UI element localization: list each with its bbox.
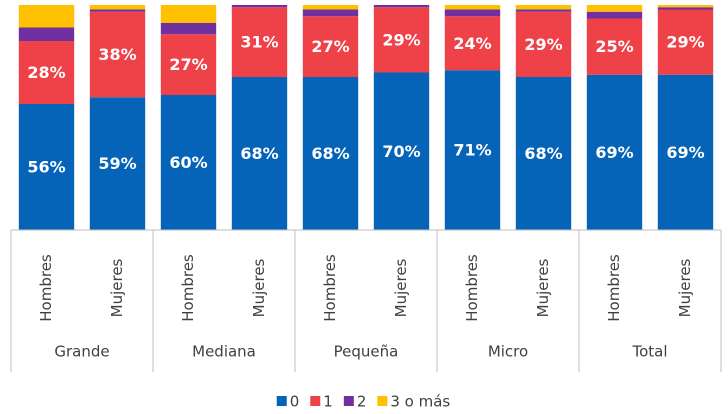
value-label: 59% <box>98 154 136 173</box>
bar-segment <box>515 11 572 77</box>
value-label: 69% <box>595 143 633 162</box>
value-label: 68% <box>311 144 349 163</box>
bar-segment <box>302 77 359 230</box>
value-label: 71% <box>453 141 491 160</box>
x-tick-label: Hombres <box>179 254 197 322</box>
bar-segment <box>373 5 430 8</box>
legend-swatch <box>310 396 321 406</box>
bar-segment <box>444 16 501 71</box>
value-label: 27% <box>311 37 349 56</box>
bar-segment <box>515 77 572 230</box>
bar-segment <box>515 5 572 10</box>
value-label: 29% <box>382 30 420 49</box>
bar-segment <box>302 5 359 10</box>
bar-segment <box>231 77 288 230</box>
value-label: 69% <box>666 143 704 162</box>
x-tick-label: Mujeres <box>108 258 126 317</box>
legend-label: 1 <box>323 393 333 411</box>
bar-segment <box>302 9 359 17</box>
bar-segment <box>444 5 501 10</box>
value-label: 60% <box>169 153 207 172</box>
value-label: 68% <box>240 144 278 163</box>
bar-segment <box>160 34 217 95</box>
bar-segment <box>89 5 146 10</box>
bar-segment <box>18 5 75 28</box>
bar-segment <box>657 5 714 8</box>
value-label: 38% <box>98 45 136 64</box>
value-label: 29% <box>524 35 562 54</box>
value-label: 24% <box>453 34 491 53</box>
bar-segment <box>18 41 75 104</box>
value-label: 25% <box>595 37 633 56</box>
bar-segment <box>89 11 146 98</box>
x-tick-label: Mujeres <box>250 258 268 317</box>
bar-segment <box>515 9 572 12</box>
x-tick-label: Mujeres <box>676 258 694 317</box>
bar-segment <box>373 72 430 230</box>
x-tick-label: Hombres <box>37 254 55 322</box>
bar-segment <box>657 9 714 75</box>
bar-segment <box>160 95 217 230</box>
value-label: 29% <box>666 33 704 52</box>
value-label: 70% <box>382 142 420 161</box>
group-label: Pequeña <box>334 343 399 361</box>
bar-segment <box>586 18 643 75</box>
legend-swatch <box>377 396 388 406</box>
bar-segment <box>586 74 643 230</box>
bar-segment <box>302 16 359 77</box>
legend-label: 3 o más <box>390 393 450 411</box>
bar-segment <box>231 7 288 77</box>
bar-segment <box>444 9 501 17</box>
value-label: 31% <box>240 33 278 52</box>
legend-swatch <box>276 396 287 406</box>
group-label: Grande <box>54 343 109 361</box>
bar-segment <box>373 7 430 73</box>
value-label: 56% <box>27 158 65 177</box>
x-tick-label: Hombres <box>463 254 481 322</box>
x-tick-label: Hombres <box>605 254 623 322</box>
bar-segment <box>657 7 714 10</box>
value-label: 68% <box>524 144 562 163</box>
bar-segment <box>89 97 146 230</box>
legend-label: 2 <box>357 393 367 411</box>
group-label: Micro <box>488 343 528 361</box>
bar-segment <box>586 11 643 19</box>
bar-segment <box>160 5 217 23</box>
bar-segment <box>18 27 75 41</box>
legend-swatch <box>343 396 354 406</box>
bar-segment <box>89 9 146 12</box>
x-tick-label: Mujeres <box>534 258 552 317</box>
bar-segment <box>444 70 501 230</box>
value-label: 28% <box>27 63 65 82</box>
x-tick-label: Mujeres <box>392 258 410 317</box>
bar-segment <box>160 23 217 35</box>
value-label: 27% <box>169 55 207 74</box>
x-tick-label: Hombres <box>321 254 339 322</box>
group-label: Total <box>631 343 667 361</box>
legend-label: 0 <box>290 393 300 411</box>
bar-segment <box>18 104 75 230</box>
bar-segment <box>231 5 288 8</box>
bar-segment <box>586 5 643 12</box>
bar-segment <box>657 74 714 230</box>
group-label: Mediana <box>192 343 256 361</box>
